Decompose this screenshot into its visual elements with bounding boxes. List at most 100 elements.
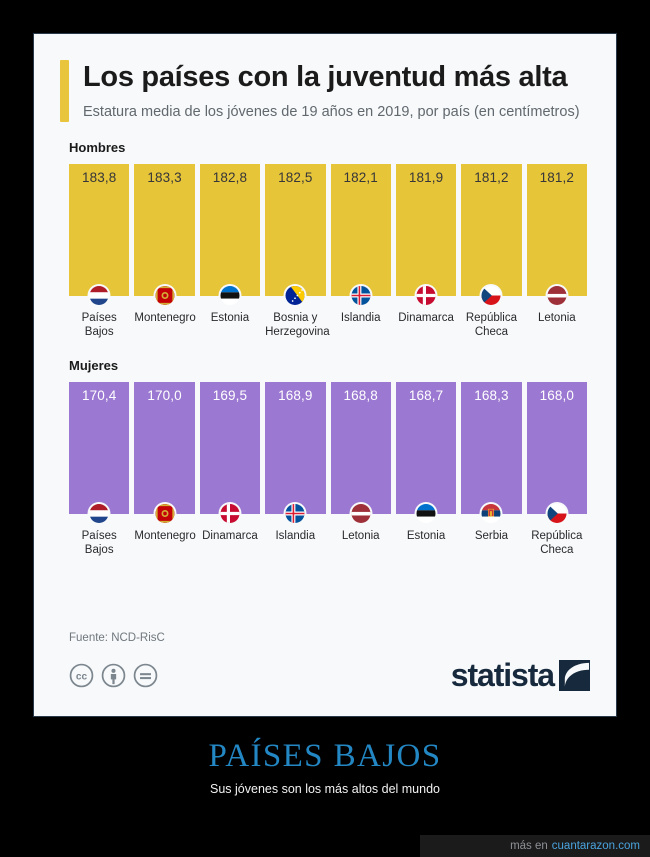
flag-estonia-icon [218, 284, 242, 308]
bar-column: 168,3 Serbia [461, 381, 522, 558]
bar-value-label: 168,3 [474, 387, 509, 403]
bar-category-label: Estonia [406, 529, 446, 542]
bar-value-label: 168,9 [278, 387, 313, 403]
statista-mark-icon [559, 660, 590, 691]
bar: 183,3 [134, 164, 195, 308]
bar-category-label: Letonia [341, 529, 380, 542]
bar-value-label: 168,0 [539, 387, 574, 403]
flag-netherlands-icon [87, 501, 111, 525]
bar: 170,4 [69, 381, 130, 525]
bar-group-hombres: 183,8 Países Bajos 183,3 Montenegro 182,8 Est… [69, 164, 587, 340]
bar-category-label: Países Bajos [81, 312, 117, 338]
chart-section-mujeres: Mujeres 170,4 Países Bajos 170,0 Montenegro… [60, 358, 590, 558]
flag-estonia-icon [414, 501, 438, 525]
flag-circle [283, 284, 307, 308]
bar-column: 168,0 República Checa [526, 381, 587, 558]
bar-column: 181,2 Letonia [526, 164, 587, 340]
bar-column: 181,9 Dinamarca [395, 164, 457, 340]
flag-circle [218, 501, 242, 525]
bar: 170,0 [134, 381, 195, 525]
bar-category-label: República Checa [531, 529, 583, 556]
bar-fill [395, 164, 457, 297]
bar-fill [265, 164, 326, 297]
flag-iceland-icon [283, 501, 307, 525]
bar: 182,8 [199, 164, 261, 308]
bar-column: 182,8 Estonia [199, 164, 261, 340]
bar-fill [134, 164, 195, 297]
bar-category-label: Montenegro [134, 312, 196, 325]
flag-bosnia-icon [283, 284, 307, 308]
flag-iceland-icon [349, 284, 373, 308]
bar-fill [461, 381, 522, 514]
flag-circle [414, 501, 438, 525]
bar-value-label: 168,8 [343, 387, 378, 403]
flag-circle [479, 284, 503, 308]
bar-column: 182,5 Bosnia y Herzegovina [265, 164, 330, 340]
statista-logo: statista [451, 657, 590, 694]
bar: 182,1 [330, 164, 391, 308]
bar-category-label: Islandia [340, 312, 381, 325]
flag-latvia-icon [545, 284, 569, 308]
bar-fill [330, 164, 391, 297]
bar-value-label: 169,5 [212, 387, 248, 403]
flag-circle [153, 501, 177, 525]
flag-circle [87, 501, 111, 525]
bar-category-label: Dinamarca [202, 529, 258, 542]
bar-column: 182,1 Islandia [330, 164, 391, 340]
bar-fill [395, 381, 457, 514]
svg-text:cc: cc [76, 671, 88, 682]
bar-category-label: Dinamarca [398, 312, 454, 325]
statista-wordmark: statista [450, 657, 555, 693]
bar-fill [199, 164, 261, 297]
page-subtitle: Estatura media de los jóvenes de 19 años… [83, 104, 580, 121]
bar-value-label: 170,0 [147, 387, 182, 403]
cc-by-person-icon [101, 663, 126, 688]
page-title: Los países con la juventud más alta [83, 61, 568, 93]
flag-circle [545, 501, 569, 525]
source-note: Fuente: NCD-RisC [69, 632, 165, 644]
bar-category-label: Países Bajos [81, 529, 117, 556]
flag-circle [87, 284, 111, 308]
creative-commons-icons: cc [69, 663, 158, 688]
bar-fill [526, 381, 587, 514]
bar-value-label: 183,8 [82, 170, 117, 186]
bar-value-label: 181,9 [408, 170, 444, 186]
watermark-site-link[interactable]: cuantarazon.com [551, 840, 640, 852]
flag-denmark-icon [414, 284, 438, 308]
flag-circle [283, 501, 307, 525]
bar-value-label: 168,7 [408, 387, 444, 403]
flag-circle [414, 284, 438, 308]
bar-column: 170,4 Países Bajos [69, 381, 130, 558]
flag-circle [349, 501, 373, 525]
flag-circle [218, 284, 242, 308]
bar-value-label: 182,5 [278, 170, 313, 186]
flag-netherlands-icon [87, 284, 111, 308]
statista-infographic-card: Los países con la juventud más alta Esta… [33, 33, 617, 717]
bar-column: 168,7 Estonia [395, 381, 457, 558]
bar-column: 181,2 República Checa [461, 164, 522, 340]
bar-category-label: Montenegro [134, 529, 196, 542]
bar-category-label: Islandia [275, 529, 316, 542]
flag-serbia-icon [479, 501, 503, 525]
bar: 181,2 [526, 164, 587, 308]
bar-fill [199, 381, 261, 514]
flag-latvia-icon [349, 501, 373, 525]
bar: 183,8 [69, 164, 130, 308]
bar-group-mujeres: 170,4 Países Bajos 170,0 Montenegro 169,5 Din… [69, 381, 587, 558]
bar: 168,9 [265, 381, 326, 525]
bar: 168,0 [526, 381, 587, 525]
flag-montenegro-icon [153, 501, 177, 525]
bar-fill [69, 381, 130, 514]
bar-column: 169,5 Dinamarca [199, 381, 261, 558]
watermark-prefix: más en [510, 840, 548, 852]
site-watermark[interactable]: más en cuantarazon.com [420, 835, 650, 857]
card-footer: Fuente: NCD-RisC cc stat [60, 632, 590, 694]
bar-fill [69, 164, 130, 297]
section-title-mujeres: Mujeres [69, 357, 119, 373]
chart-section-hombres: Hombres 183,8 Países Bajos 183,3 Montenegro… [60, 140, 590, 340]
title-block: Los países con la juventud más alta Esta… [60, 60, 590, 123]
flag-denmark-icon [218, 501, 242, 525]
bar-value-label: 182,1 [343, 170, 378, 186]
bar-column: 168,8 Letonia [330, 381, 391, 558]
flag-circle [153, 284, 177, 308]
